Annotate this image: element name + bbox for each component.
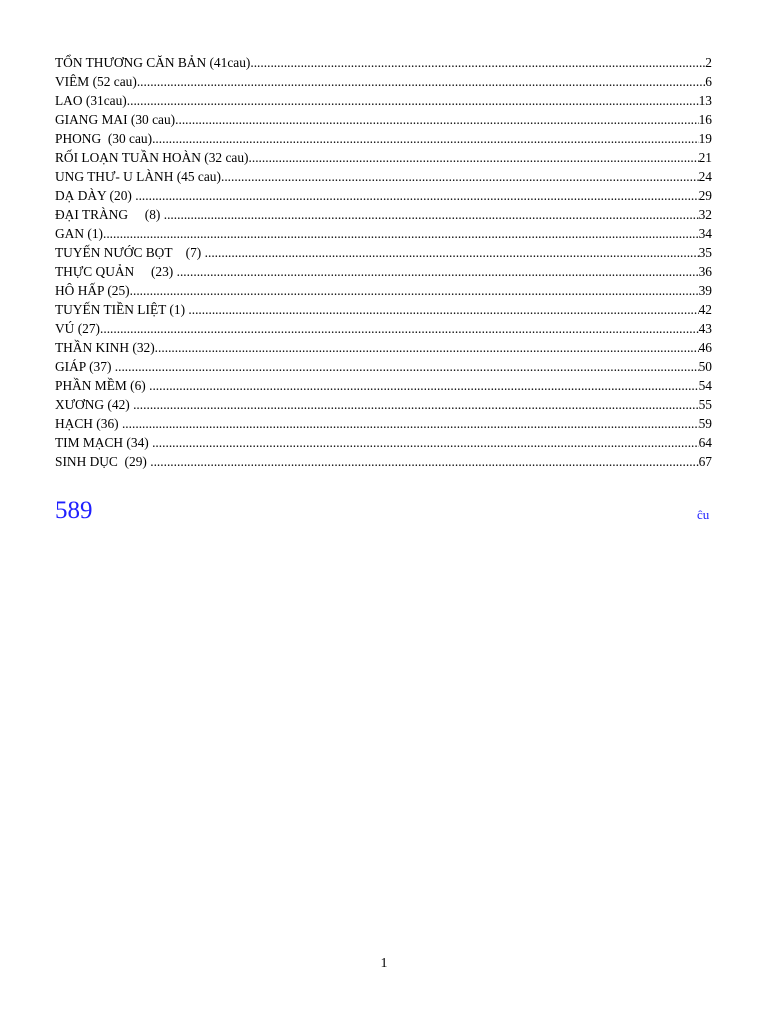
page-number: 1 bbox=[380, 956, 388, 971]
toc-entry-page: 42 bbox=[698, 302, 712, 317]
toc-entry-page: 32 bbox=[698, 207, 712, 222]
toc-entry[interactable]: PHẦN MỀM (6) 54 bbox=[55, 376, 712, 395]
toc-entry-page: 39 bbox=[698, 283, 712, 298]
dot-leader bbox=[250, 53, 705, 72]
toc-entry[interactable]: HÔ HẤP (25) 39 bbox=[55, 281, 712, 300]
toc-entry[interactable]: RỐI LOẠN TUẦN HOÀN (32 cau) 21 bbox=[55, 148, 712, 167]
toc-entry-page: 2 bbox=[705, 55, 712, 70]
toc-entry-page: 19 bbox=[698, 131, 712, 146]
toc-entry-title: LAO (31cau) bbox=[55, 93, 127, 108]
total-count: 589 bbox=[55, 497, 93, 524]
toc-entry-title: ĐẠI TRÀNG (8) bbox=[55, 207, 164, 222]
toc-entry-page: 46 bbox=[698, 340, 712, 355]
dot-leader bbox=[103, 224, 699, 243]
table-of-contents: TỔN THƯƠNG CĂN BẢN (41cau) 2 VIÊM (52 cau)… bbox=[55, 53, 712, 471]
toc-entry[interactable]: GAN (1) 34 bbox=[55, 224, 712, 243]
toc-entry-title: DẠ DÀY (20) bbox=[55, 188, 136, 203]
dot-leader bbox=[149, 376, 699, 395]
toc-entry-title: VÚ (27) bbox=[55, 321, 100, 336]
toc-entry[interactable]: GIANG MAI (30 cau) 16 bbox=[55, 110, 712, 129]
toc-entry[interactable]: UNG THƯ- U LÀNH (45 cau) 24 bbox=[55, 167, 712, 186]
toc-entry-page: 55 bbox=[698, 397, 712, 412]
dot-leader bbox=[137, 72, 705, 91]
dot-leader bbox=[100, 319, 699, 338]
toc-entry[interactable]: LAO (31cau) 13 bbox=[55, 91, 712, 110]
dot-leader bbox=[130, 281, 699, 300]
toc-entry[interactable]: ĐẠI TRÀNG (8) 32 bbox=[55, 205, 712, 224]
toc-entry-page: 54 bbox=[698, 378, 712, 393]
toc-entry-page: 6 bbox=[705, 74, 712, 89]
toc-entry-title: TUYẾN NƯỚC BỌT (7) bbox=[55, 245, 205, 260]
dot-leader bbox=[155, 338, 699, 357]
toc-entry[interactable]: VIÊM (52 cau) 6 bbox=[55, 72, 712, 91]
toc-entry-page: 67 bbox=[698, 454, 712, 469]
toc-entry-title: THẦN KINH (32) bbox=[55, 340, 155, 355]
toc-entry-page: 64 bbox=[698, 435, 712, 450]
toc-entry-title: RỐI LOẠN TUẦN HOÀN (32 cau) bbox=[55, 150, 249, 165]
dot-leader bbox=[122, 414, 699, 433]
toc-entry[interactable]: XƯƠNG (42) 55 bbox=[55, 395, 712, 414]
toc-entry-title: SINH DỤC (29) bbox=[55, 454, 151, 469]
toc-entry-title: UNG THƯ- U LÀNH (45 cau) bbox=[55, 169, 221, 184]
toc-entry[interactable]: SINH DỤC (29) 67 bbox=[55, 452, 712, 471]
dot-leader bbox=[152, 433, 699, 452]
dot-leader bbox=[205, 243, 699, 262]
toc-entry-title: PHONG (30 cau) bbox=[55, 131, 153, 146]
toc-entry-title: THỰC QUẢN (23) bbox=[55, 264, 177, 279]
toc-entry-page: 24 bbox=[698, 169, 712, 184]
toc-entry-title: TIM MẠCH (34) bbox=[55, 435, 153, 450]
dot-leader bbox=[135, 186, 698, 205]
toc-entry[interactable]: TIM MẠCH (34) 64 bbox=[55, 433, 712, 452]
dot-leader bbox=[115, 357, 699, 376]
dot-leader bbox=[152, 129, 699, 148]
toc-entry[interactable]: TUYẾN TIỀN LIỆT (1) 42 bbox=[55, 300, 712, 319]
toc-entry[interactable]: THỰC QUẢN (23) 36 bbox=[55, 262, 712, 281]
toc-entry-title: HÔ HẤP (25) bbox=[55, 283, 130, 298]
toc-entry-title: XƯƠNG (42) bbox=[55, 397, 134, 412]
dot-leader bbox=[175, 110, 698, 129]
toc-entry-page: 21 bbox=[698, 150, 712, 165]
toc-entry-title: GIANG MAI (30 cau) bbox=[55, 112, 176, 127]
dot-leader bbox=[188, 300, 698, 319]
toc-entry-title: VIÊM (52 cau) bbox=[55, 74, 137, 89]
toc-entry-title: TUYẾN TIỀN LIỆT (1) bbox=[55, 302, 189, 317]
toc-entry-page: 16 bbox=[698, 112, 712, 127]
toc-entry[interactable]: VÚ (27) 43 bbox=[55, 319, 712, 338]
dot-leader bbox=[221, 167, 699, 186]
toc-entry-page: 50 bbox=[698, 359, 712, 374]
toc-entry-title: GAN (1) bbox=[55, 226, 103, 241]
toc-entry[interactable]: DẠ DÀY (20) 29 bbox=[55, 186, 712, 205]
toc-entry[interactable]: GIÁP (37) 50 bbox=[55, 357, 712, 376]
toc-entry-page: 35 bbox=[698, 245, 712, 260]
toc-entry-title: HẠCH (36) bbox=[55, 416, 122, 431]
toc-entry[interactable]: PHONG (30 cau) 19 bbox=[55, 129, 712, 148]
dot-leader bbox=[150, 452, 698, 471]
toc-entry-page: 29 bbox=[698, 188, 712, 203]
toc-entry-page: 36 bbox=[698, 264, 712, 279]
toc-entry-title: TỔN THƯƠNG CĂN BẢN (41cau) bbox=[55, 55, 251, 70]
toc-entry-title: GIÁP (37) bbox=[55, 359, 115, 374]
toc-entry-page: 34 bbox=[698, 226, 712, 241]
toc-entry-title: PHẦN MỀM (6) bbox=[55, 378, 150, 393]
dot-leader bbox=[177, 262, 699, 281]
note-text: ĉu bbox=[697, 507, 710, 522]
toc-entry[interactable]: TỔN THƯƠNG CĂN BẢN (41cau) 2 bbox=[55, 53, 712, 72]
toc-entry[interactable]: THẦN KINH (32) 46 bbox=[55, 338, 712, 357]
dot-leader bbox=[249, 148, 699, 167]
dot-leader bbox=[164, 205, 699, 224]
toc-entry[interactable]: TUYẾN NƯỚC BỌT (7) 35 bbox=[55, 243, 712, 262]
dot-leader bbox=[127, 91, 699, 110]
toc-entry-page: 13 bbox=[698, 93, 712, 108]
dot-leader bbox=[133, 395, 699, 414]
toc-entry[interactable]: HẠCH (36) 59 bbox=[55, 414, 712, 433]
toc-entry-page: 59 bbox=[698, 416, 712, 431]
toc-entry-page: 43 bbox=[698, 321, 712, 336]
